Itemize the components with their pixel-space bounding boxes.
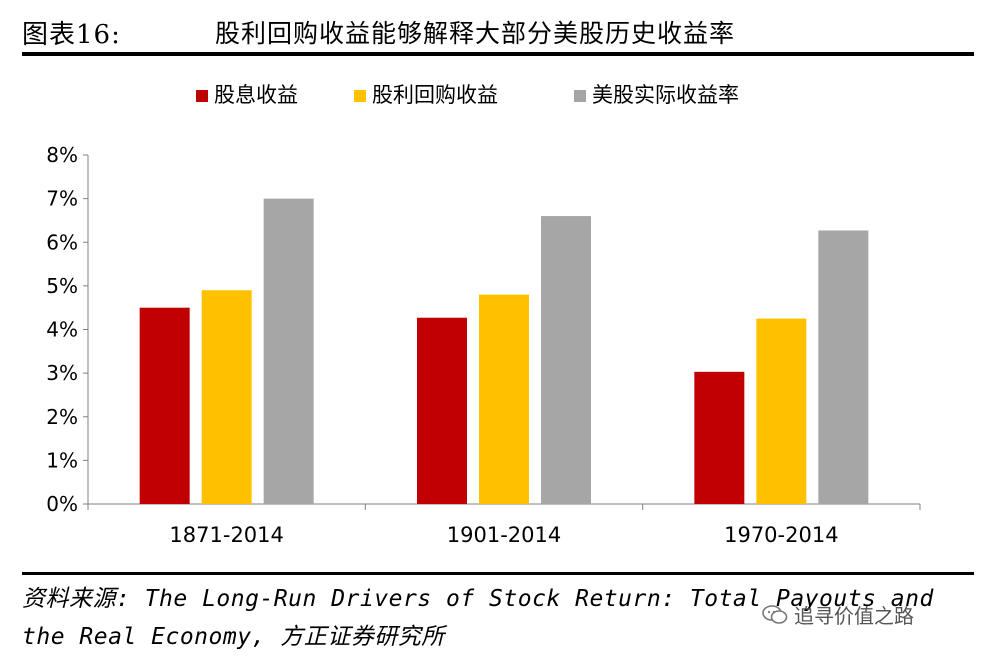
x-axis: 1871-2014 1901-2014 1970-2014 [87,503,921,547]
bars-group [139,198,869,504]
wechat-icon [762,604,788,624]
y-tick-label: 4% [46,318,78,342]
watermark-text: 追寻价值之路 [794,604,914,628]
source-line-1: 资料来源: The Long-Run Drivers of Stock Retu… [22,586,934,612]
legend-swatch [574,90,586,102]
figure-label: 图表16: [22,20,121,50]
source-line-2: the Real Economy, 方正证券研究所 [22,624,445,650]
y-tick-label: 6% [46,230,78,254]
bottom-rule [22,572,974,575]
chart-legend: 股息收益 股利回购收益 美股实际收益率 [196,83,739,107]
x-tick-label: 1970-2014 [724,523,838,547]
y-tick-label: 7% [46,187,78,211]
legend-swatch [196,90,208,102]
y-tick-label: 5% [46,274,78,298]
bar [139,307,190,504]
legend-label: 股息收益 [214,83,298,107]
source-note: 资料来源: The Long-Run Drivers of Stock Retu… [22,580,962,656]
y-axis: 0% 1% 2% 3% 4% 5% 6% 7% 8% [46,143,89,516]
bar [694,371,745,504]
figure-header: 图表16: 股利回购收益能够解释大部分美股历史收益率 [0,0,983,56]
bar [201,290,252,504]
bar [541,216,591,504]
bar [479,294,529,504]
top-rule [22,52,974,56]
bar [756,318,807,504]
x-tick-label: 1871-2014 [169,523,283,547]
legend-label: 美股实际收益率 [592,83,739,107]
bar [818,230,869,504]
bar-chart: 股息收益 股利回购收益 美股实际收益率 0% 1% 2% 3% 4% 5% 6% 7% 8% 187… [46,83,921,547]
bar [263,198,314,504]
y-tick-label: 1% [46,448,78,472]
y-tick-label: 0% [46,492,78,516]
bar [417,317,467,504]
legend-label: 股利回购收益 [372,83,498,107]
y-tick-label: 3% [46,361,78,385]
x-tick-label: 1901-2014 [447,523,561,547]
figure-title: 股利回购收益能够解释大部分美股历史收益率 [215,19,736,48]
watermark: 追寻价值之路 [762,600,914,629]
y-tick-label: 2% [46,405,78,429]
y-tick-label: 8% [46,143,78,167]
legend-swatch [354,90,366,102]
